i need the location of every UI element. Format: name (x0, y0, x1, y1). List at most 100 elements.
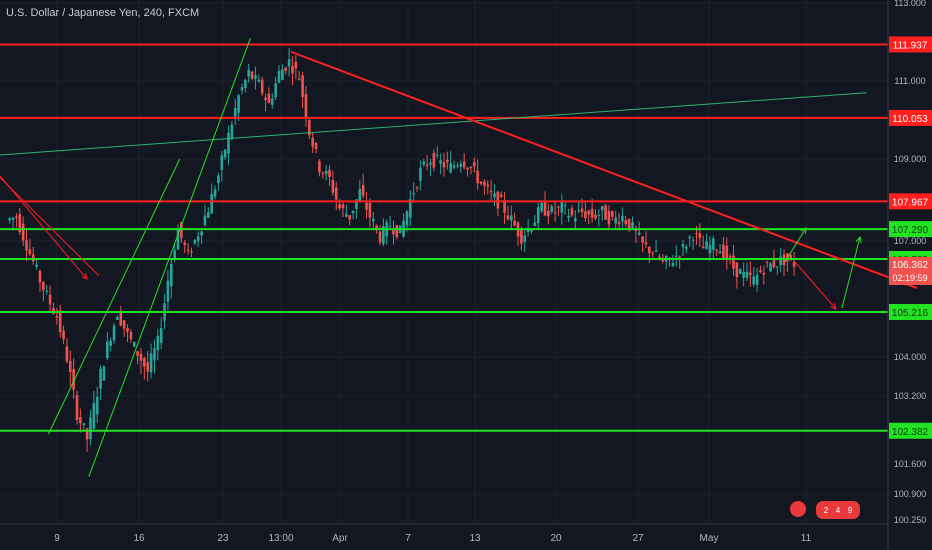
projection-arrow[interactable] (0, 175, 88, 280)
candle-body (439, 160, 442, 164)
candle-body (270, 98, 274, 105)
candle-body (132, 342, 136, 347)
candle-body (728, 256, 732, 258)
candle-body (506, 215, 510, 220)
candle-body (207, 212, 210, 218)
trend-line[interactable] (0, 175, 100, 277)
candle-body (654, 250, 658, 252)
candle-body (186, 249, 190, 251)
y-tick-label: 101.600 (894, 459, 927, 469)
candle-body (287, 59, 291, 67)
candle-body (523, 235, 527, 243)
candle-body (779, 256, 782, 266)
candle-body (149, 353, 153, 373)
x-tick-label: 16 (133, 533, 145, 544)
candle-body (422, 161, 426, 165)
candle-body (294, 61, 298, 69)
level-price-tag (889, 193, 932, 210)
candle-body (173, 250, 176, 260)
projection-arrow[interactable] (784, 227, 807, 263)
candle-body (75, 395, 79, 421)
candle-body (708, 244, 712, 254)
candle-body (119, 310, 123, 326)
candle-body (210, 193, 213, 214)
candle-body (775, 266, 779, 268)
y-tick-label: 107.000 (894, 236, 927, 246)
candle-body (543, 201, 547, 216)
arrow-head (830, 303, 837, 310)
x-tick-label: May (700, 533, 719, 544)
candle-body (358, 188, 362, 202)
candle-body (637, 232, 641, 235)
candle-body (395, 225, 399, 238)
candle-body (304, 93, 308, 119)
candle-body (35, 264, 38, 267)
candle-body (371, 218, 375, 222)
candle-body (472, 162, 476, 167)
candle-body (18, 214, 22, 233)
candle-body (762, 272, 766, 275)
candle-body (116, 317, 119, 320)
projection-arrow[interactable] (794, 261, 837, 310)
candle-body (520, 229, 523, 244)
candle-body (540, 202, 543, 212)
y-tick-label: 103.200 (894, 391, 927, 401)
trend-line[interactable] (88, 37, 251, 478)
candle-body (392, 229, 395, 235)
candle-body (143, 358, 146, 367)
candle-body (233, 107, 237, 117)
candle-body (597, 214, 601, 216)
candle-body (314, 143, 318, 150)
candle-body (58, 310, 62, 333)
candle-body (641, 236, 644, 243)
candle-body (674, 255, 678, 257)
candle-body (254, 75, 257, 79)
candle-body (432, 152, 436, 168)
candle-body (267, 93, 271, 103)
candle-body (190, 251, 193, 253)
trend-line[interactable] (0, 92, 867, 156)
candle-body (459, 163, 463, 167)
candle-body (196, 236, 200, 242)
candle-body (217, 175, 220, 183)
candle-body (685, 246, 688, 249)
candle-body (122, 320, 126, 329)
candle-body (183, 242, 187, 246)
candle-body (85, 428, 89, 440)
x-tick-label: 9 (54, 533, 60, 544)
x-tick-label: 11 (801, 533, 812, 544)
candle-body (705, 241, 708, 249)
trend-lines[interactable] (0, 37, 918, 478)
candle-body (415, 187, 419, 189)
arrow-head (800, 227, 807, 235)
candle-body (759, 270, 762, 273)
candle-body (435, 154, 439, 156)
candle-body (742, 271, 745, 278)
candle-body (452, 165, 456, 168)
candle-body (193, 240, 197, 244)
candle-body (260, 79, 264, 94)
trend-line[interactable] (47, 158, 181, 435)
y-tick-label: 111.000 (894, 76, 925, 86)
candle-body (483, 181, 486, 186)
candle-body (106, 341, 109, 358)
candle-body (621, 215, 624, 222)
candle-body (203, 215, 207, 226)
candle-body (712, 238, 715, 250)
candle-body (136, 351, 139, 356)
projection-arrow[interactable] (841, 236, 861, 309)
x-tick-label: 20 (550, 533, 562, 544)
countdown-label: 02:19:59 (892, 273, 927, 283)
candle-body (738, 269, 742, 274)
candle-body (722, 244, 725, 258)
candle-body (479, 181, 483, 184)
trend-line[interactable] (290, 50, 918, 289)
candle-body (378, 231, 382, 243)
horizontal-levels[interactable]: 111.937110.053107.967107.290106.509105.2… (0, 36, 932, 439)
candle-body (92, 402, 96, 429)
x-tick-label: 7 (405, 533, 411, 544)
candle-body (48, 294, 52, 305)
candle-body (240, 87, 244, 91)
candle-body (45, 290, 49, 292)
